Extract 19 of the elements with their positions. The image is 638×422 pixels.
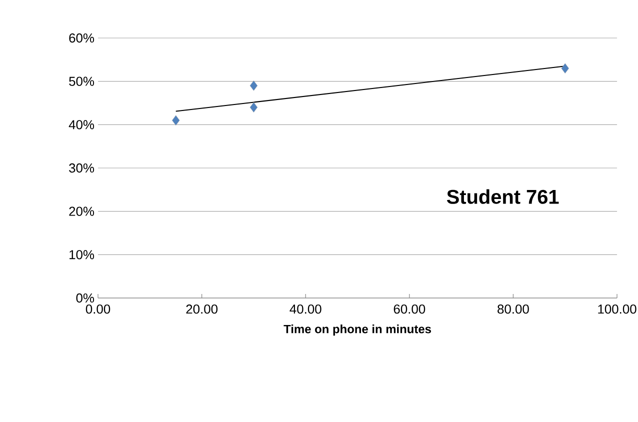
y-tick-label: 50% [69, 76, 94, 86]
x-axis-title: Time on phone in minutes [284, 324, 431, 336]
x-tick-label: 40.00 [290, 304, 322, 314]
point [250, 80, 258, 91]
y-tick-label: 0% [76, 293, 94, 303]
annotation: Student 761 [446, 189, 559, 204]
point [561, 63, 569, 74]
y-tick-label: 20% [69, 206, 94, 216]
x-tick-label: 80.00 [498, 304, 529, 314]
x-tick-label: 20.00 [186, 304, 218, 314]
y-tick-label: 30% [69, 163, 94, 173]
y-tick-label: 40% [68, 120, 94, 130]
point [250, 102, 258, 112]
x-tick-label: 0.00 [86, 304, 110, 314]
y-tick-label: 10% [70, 250, 94, 260]
point [172, 115, 180, 126]
x-tick-label: 60.00 [394, 304, 426, 314]
x-tick-label: 100.00 [598, 304, 636, 314]
y-tick-label: 60% [69, 33, 94, 43]
